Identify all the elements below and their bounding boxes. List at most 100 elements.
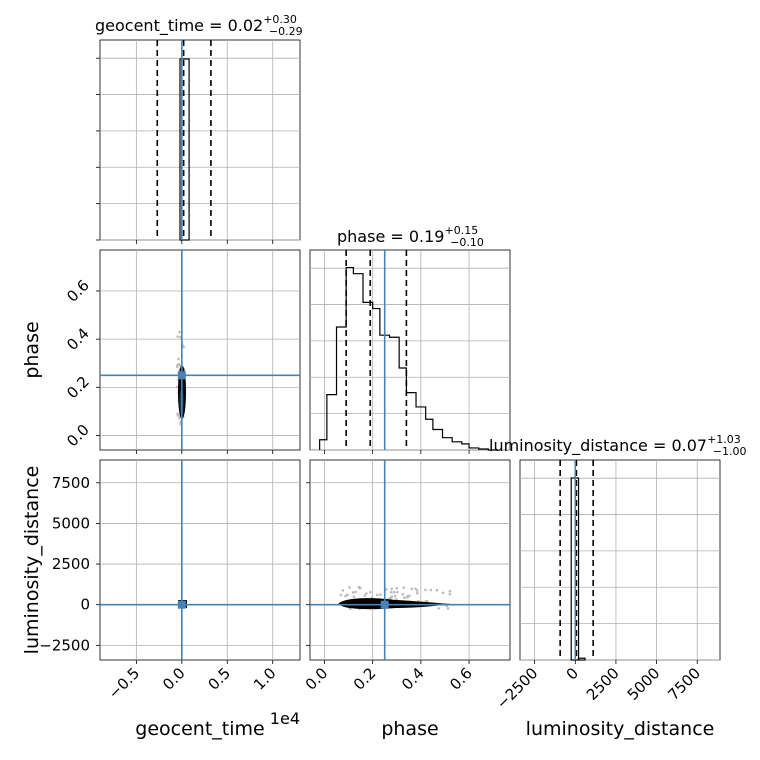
panel-distance-vs-phase xyxy=(309,459,511,661)
scatter-point xyxy=(348,586,351,589)
panel-phase-hist xyxy=(309,249,511,451)
scatter-point xyxy=(357,585,361,589)
scatter-point xyxy=(441,591,445,595)
scatter-point xyxy=(424,588,427,592)
scatter-point xyxy=(408,594,411,598)
y-tick-label: 2500 xyxy=(52,555,90,573)
x-tick-label: 0.5 xyxy=(205,664,235,694)
scatter-point xyxy=(375,593,379,597)
x-tick-label: 0.0 xyxy=(159,664,189,694)
scatter-point xyxy=(363,594,367,597)
scatter-point xyxy=(437,607,441,610)
scatter-point xyxy=(395,586,399,590)
x-tick-label: 0 xyxy=(563,664,582,683)
scatter-point xyxy=(341,589,345,592)
y-tick-label: 5000 xyxy=(52,514,90,532)
scatter-point xyxy=(346,593,349,597)
scatter-point xyxy=(177,357,180,361)
scatter-point xyxy=(396,590,399,594)
scatter-point xyxy=(175,365,179,369)
scatter-point xyxy=(390,587,394,591)
panel-frame xyxy=(309,249,511,451)
y-tick-label: 0.6 xyxy=(63,276,93,306)
quantile-lines xyxy=(156,40,594,660)
panel-frame xyxy=(99,459,301,661)
gridlines xyxy=(100,40,720,661)
scatter-point xyxy=(390,595,394,598)
scatter-point xyxy=(402,586,406,589)
scatter-point xyxy=(178,330,181,334)
x-tick-label: 0.2 xyxy=(350,664,380,694)
scatter-point xyxy=(393,594,397,598)
panel-frame xyxy=(519,459,721,661)
scatter-point xyxy=(415,589,419,592)
panel-phase-vs-geocent-time xyxy=(99,249,301,451)
y-tick-label: 7500 xyxy=(52,474,90,492)
scatter-point xyxy=(410,587,414,591)
x-tick-label: −0.5 xyxy=(105,664,143,702)
scatter-point xyxy=(351,591,355,594)
scatter-point xyxy=(339,593,343,597)
xlabel-phase: phase xyxy=(381,718,438,740)
xlabel-geocent-time: geocent_time xyxy=(135,718,264,740)
scatter-point xyxy=(379,593,382,597)
panel-frame xyxy=(99,249,301,451)
panel-geocent-time-hist xyxy=(99,39,301,241)
scatter-point xyxy=(175,385,179,389)
panel-distance-vs-geocent-time xyxy=(99,459,301,661)
x-tick-label: 7500 xyxy=(664,664,704,704)
contour-distance-vs-phase xyxy=(338,598,452,610)
x-tick-label: 0.4 xyxy=(398,664,428,694)
scatter-points xyxy=(175,330,452,611)
density-contours xyxy=(178,365,452,610)
x-tick-label: −2500 xyxy=(493,664,542,713)
x-tick-label: 1.0 xyxy=(250,664,280,694)
histograms xyxy=(179,58,586,661)
scatter-point xyxy=(448,589,452,593)
scatter-point xyxy=(344,594,347,598)
scatter-point xyxy=(448,592,452,596)
truth-marker xyxy=(177,371,186,380)
scatter-point xyxy=(385,588,388,591)
scatter-point xyxy=(401,592,405,596)
scatter-point xyxy=(176,335,179,338)
scatter-point xyxy=(415,591,419,595)
x-tick-label: 2500 xyxy=(583,664,623,704)
scatter-point xyxy=(446,607,450,610)
title-luminosity-distance: luminosity_distance = 0.07+1.03 −1.00 xyxy=(489,433,747,458)
scatter-point xyxy=(389,590,393,594)
y-tick-label: 0.2 xyxy=(63,373,93,403)
truth-marker xyxy=(177,600,186,609)
phase-hist-step xyxy=(319,266,498,451)
scatter-point xyxy=(182,345,185,349)
scatter-point xyxy=(354,590,357,594)
title-phase: phase = 0.19+0.15 −0.10 xyxy=(337,224,484,249)
y-tick-label: 0.4 xyxy=(63,324,93,354)
scatter-point xyxy=(176,363,179,367)
scatter-point xyxy=(392,590,396,594)
scatter-point xyxy=(365,592,368,595)
ylabel-luminosity-distance: luminosity_distance xyxy=(21,466,43,655)
x-tick-label: 0.6 xyxy=(446,664,476,694)
scatter-point xyxy=(369,590,372,594)
y-tick-label: 0.0 xyxy=(63,421,93,451)
scatter-point xyxy=(414,587,417,590)
x-tick-label: 0.0 xyxy=(302,664,332,694)
hist-bar xyxy=(577,657,586,661)
ticks: −0.5 0.0 0.5 1.0 0.0 0.2 0.4 0.6 −2500 0 2500 5000 7… xyxy=(39,57,704,713)
panel-frame xyxy=(99,39,301,241)
scatter-point xyxy=(403,596,406,600)
x-tick-label: 5000 xyxy=(624,664,664,704)
scatter-point xyxy=(178,417,182,420)
scatter-point xyxy=(429,588,433,592)
panel-distance-hist xyxy=(519,459,721,661)
exponent-label: 1e4 xyxy=(270,709,300,728)
scatter-point xyxy=(424,599,428,603)
panel-frame xyxy=(309,459,511,661)
hist-bar xyxy=(179,58,190,241)
xlabel-luminosity-distance: luminosity_distance xyxy=(526,718,715,740)
ylabel-phase: phase xyxy=(21,321,43,378)
scatter-point xyxy=(352,595,356,599)
